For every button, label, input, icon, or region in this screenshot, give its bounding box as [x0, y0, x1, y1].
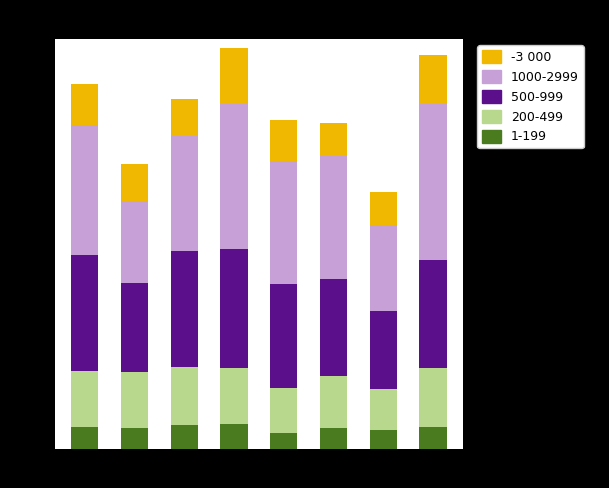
Bar [71, 371, 98, 427]
Bar [171, 425, 198, 449]
Bar [270, 161, 297, 284]
Bar [220, 425, 248, 449]
Bar [220, 104, 248, 249]
Bar [121, 283, 148, 372]
Bar [220, 368, 248, 425]
Bar [220, 249, 248, 368]
Bar [320, 156, 347, 279]
Bar [71, 255, 98, 371]
Bar [121, 428, 148, 449]
Bar [420, 56, 446, 104]
Bar [370, 389, 397, 430]
Bar [320, 279, 347, 376]
Bar [420, 427, 446, 449]
Bar [370, 192, 397, 225]
Bar [320, 122, 347, 156]
Bar [420, 104, 446, 261]
Bar [270, 432, 297, 449]
Bar [370, 430, 397, 449]
Bar [370, 311, 397, 389]
Bar [220, 48, 248, 104]
Bar [121, 201, 148, 283]
Bar [320, 376, 347, 428]
Bar [171, 136, 198, 251]
Bar [420, 261, 446, 368]
Legend: -3 000, 1000-2999, 500-999, 200-499, 1-199: -3 000, 1000-2999, 500-999, 200-499, 1-1… [477, 45, 584, 148]
Bar [121, 372, 148, 428]
Bar [270, 284, 297, 388]
Bar [71, 125, 98, 255]
Bar [320, 428, 347, 449]
Bar [171, 251, 198, 367]
Bar [71, 84, 98, 125]
Bar [370, 225, 397, 311]
Bar [121, 163, 148, 201]
Bar [171, 99, 198, 136]
Bar [270, 388, 297, 432]
Bar [420, 368, 446, 427]
Bar [171, 367, 198, 425]
Bar [270, 120, 297, 161]
Bar [71, 427, 98, 449]
